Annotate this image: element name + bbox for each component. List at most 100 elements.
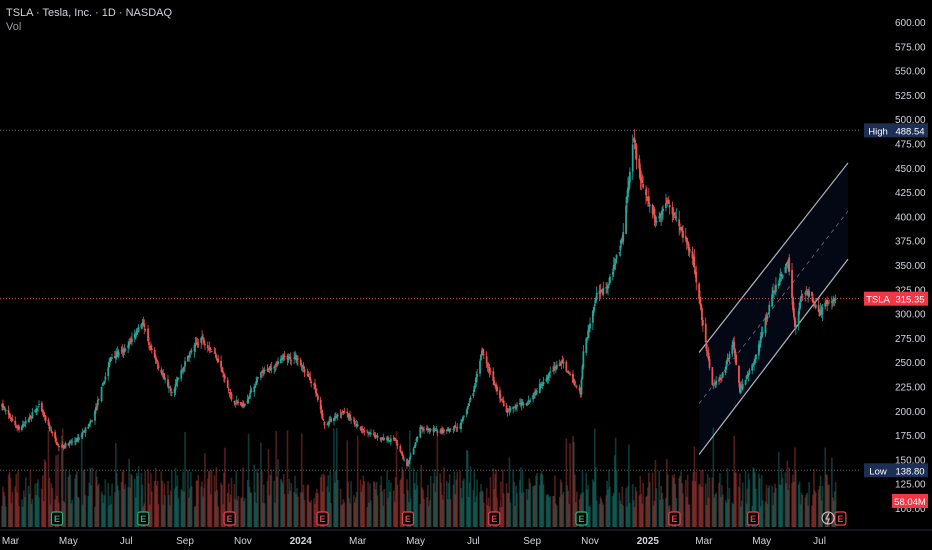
candle [654,215,657,228]
volume-bar [170,470,173,527]
channel-middle-line[interactable] [698,210,849,404]
volume-bar [634,486,637,527]
earnings-marker[interactable]: E [223,511,236,526]
earnings-marker[interactable]: E [50,511,64,526]
time-axis[interactable]: Mar May Jul Sep Nov 2024 Mar May Jul Sep Nov 2025 Ma… [0,529,932,547]
candle [58,444,60,452]
channel-fill [699,162,848,455]
volume-bar [196,480,199,527]
volume-bar [223,472,225,527]
candle [154,354,157,365]
candle [316,393,319,403]
candle [830,295,833,310]
volume-bar [447,483,450,527]
candle [41,409,44,416]
candle [549,366,552,378]
volume-bar [103,495,106,527]
channel-upper-line[interactable] [698,162,849,353]
earnings-marker[interactable]: E [747,511,760,526]
volume-bar [416,485,419,527]
volume-bar [48,477,51,527]
earnings-marker[interactable]: E [575,511,588,526]
candle [21,420,24,428]
earnings-marker[interactable]: E [488,511,501,526]
candle [149,345,151,351]
volume-bar [652,505,655,527]
candle [699,290,701,306]
volume-bar [658,470,661,527]
volume-bar [453,471,456,527]
volume-indicator-label[interactable]: Vol [6,21,22,33]
volume-bar [330,503,332,527]
earnings-marker[interactable]: E [137,511,150,526]
volume-bar [257,472,259,527]
volume-bar [274,502,276,527]
volume-bar [463,478,465,527]
volume-bar [568,504,570,527]
candle [460,418,462,433]
volume-bar [631,484,634,527]
volume-bar [77,496,79,527]
candle [539,382,542,390]
candle [467,402,470,408]
symbol-title[interactable]: TSLA · Tesla, Inc. · 1D · NASDAQ [6,7,173,19]
lightning-icon[interactable] [821,511,835,525]
volume-bar [296,488,298,527]
volume-bar [386,470,388,527]
earnings-marker[interactable]: E [316,511,329,526]
earnings-marker[interactable]: E [401,511,415,526]
volume-bar [320,474,323,527]
volume-bar [806,492,809,527]
earnings-marker[interactable]: E [834,511,847,526]
candle [428,428,431,435]
volume-bar [289,490,292,527]
candle [651,203,654,219]
candle [425,424,428,431]
price-axis[interactable]: 600.00 575.00 550.00 525.00 500.00 475.00 450.… [895,18,926,515]
candle [568,371,571,374]
high-label-tag: High [868,126,888,137]
volume-bar [520,493,523,527]
candle [247,396,250,404]
candle [389,434,392,446]
volume-bar [273,480,275,527]
candle [273,365,276,374]
candle [195,336,198,346]
candle [420,425,423,429]
candle [704,317,707,349]
earnings-marker[interactable]: E [668,511,681,526]
candle [363,427,366,436]
candle [188,350,191,363]
volume-bar [401,467,404,527]
volume-bar [752,467,754,527]
candle [354,425,357,427]
parallel-channel[interactable] [698,162,849,455]
candle [659,213,662,223]
candle [187,354,190,359]
channel-lower-line[interactable] [698,258,849,455]
volume-bar [120,482,123,527]
volume-bar [356,435,359,527]
candle [389,440,391,443]
candle [268,366,271,374]
volume-bar [115,473,118,527]
volume-bar [646,495,648,527]
volume-bar [572,436,574,527]
volume-bar [607,489,609,527]
volume-bar [744,471,747,527]
volume-bar [51,487,54,527]
candle [50,426,53,433]
candle [714,382,717,389]
volume-bar [692,471,695,527]
volume-bar [515,485,517,527]
candle [721,371,724,379]
candle [486,362,489,372]
candle [23,421,26,427]
volume-bar [513,481,515,527]
candle [642,175,645,190]
candle [446,426,449,432]
candle [280,355,283,361]
candle [578,384,581,393]
